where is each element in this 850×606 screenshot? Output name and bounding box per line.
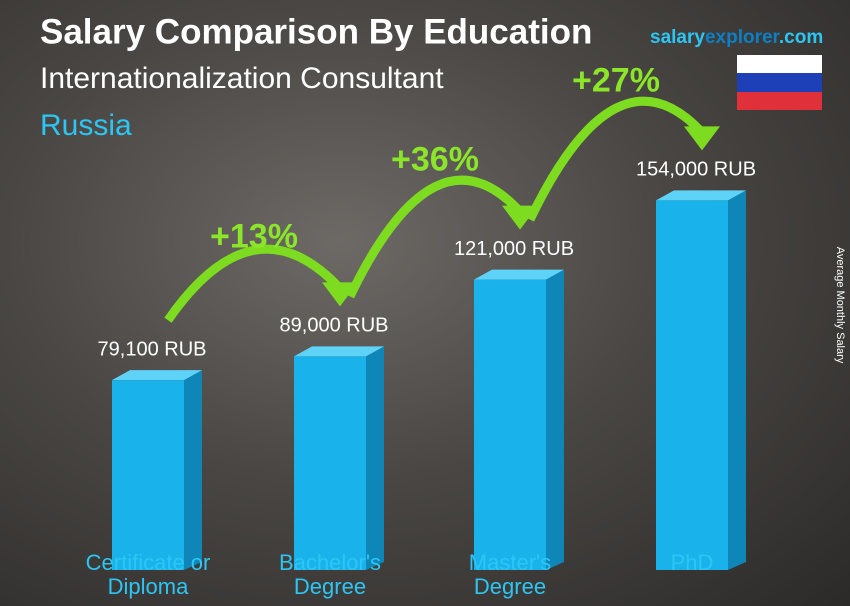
logo-part: salary: [650, 27, 705, 48]
bar: [112, 380, 184, 570]
increase-label: +36%: [391, 141, 479, 179]
logo-part: .com: [779, 27, 823, 48]
flag-stripe: [737, 55, 822, 73]
increase-label: +13%: [210, 217, 298, 255]
bar-side: [184, 370, 202, 570]
x-tick-label: Certificate or Diploma: [85, 550, 211, 599]
bar-top: [474, 269, 564, 280]
chart-subtitle: Internationalization Consultant: [40, 62, 444, 95]
bar-side: [366, 346, 384, 570]
increase-label: +27%: [572, 61, 660, 99]
logo-part: explorer: [705, 27, 781, 48]
increase-arrow: [525, 96, 706, 222]
bar-side: [728, 190, 746, 570]
bar-top: [294, 346, 384, 357]
location: Russia: [40, 109, 132, 142]
arrow-head: [684, 126, 720, 151]
logo: salaryexplorer.com: [650, 27, 823, 48]
value-label: 154,000 RUB: [636, 159, 756, 181]
value-label: 121,000 RUB: [454, 238, 574, 260]
flag-stripe: [737, 92, 822, 110]
bar-top: [112, 370, 202, 381]
bar-top: [656, 190, 746, 201]
increase-arrow: [345, 175, 524, 299]
x-tick-label: Bachelor's Degree: [278, 550, 382, 599]
bar: [474, 279, 546, 570]
value-label: 79,100 RUB: [98, 338, 207, 360]
flag-stripe: [737, 73, 822, 92]
bar: [294, 356, 366, 570]
bar: [656, 200, 728, 570]
x-tick-label: PhD: [670, 550, 714, 575]
bar-side: [546, 269, 564, 570]
x-tick-label: Master's Degree: [468, 550, 552, 599]
y-axis-label: Average Monthly Salary: [834, 247, 846, 364]
value-label: 89,000 RUB: [280, 315, 389, 337]
increase-arrow: [164, 244, 344, 323]
flag: [737, 55, 822, 110]
chart-title: Salary Comparison By Education: [40, 12, 592, 51]
